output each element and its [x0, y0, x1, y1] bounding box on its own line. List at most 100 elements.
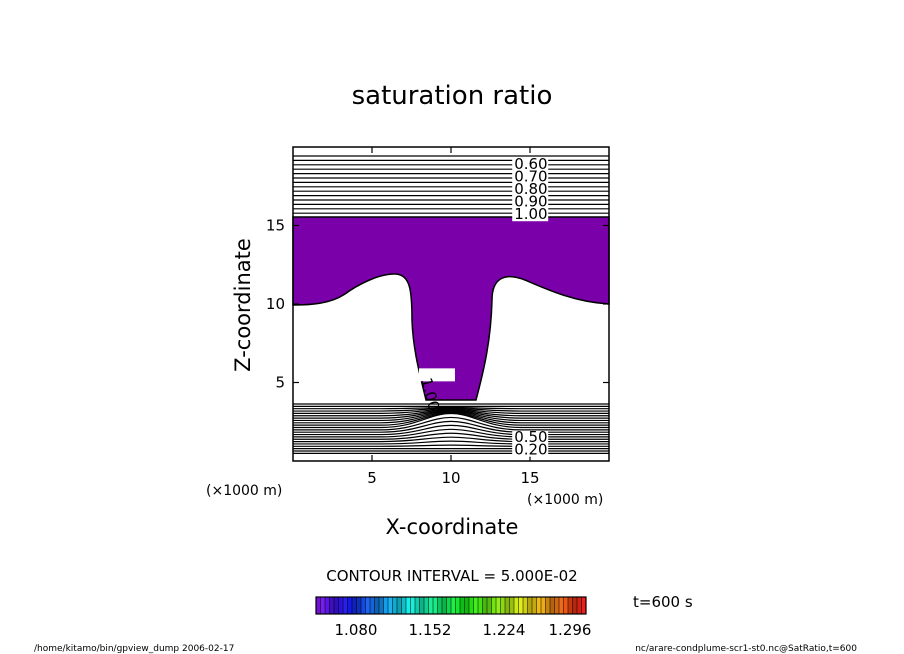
lower-contour-line: [293, 408, 609, 414]
contour-interval: CONTOUR INTERVAL = 5.000E-02: [326, 567, 577, 585]
color-bar-cell: [451, 597, 456, 614]
contour-label-bg: [512, 157, 549, 171]
color-bar-cell: [388, 597, 393, 614]
contour-label-2: 0.80: [514, 180, 547, 198]
upper-contour-lines: [293, 155, 609, 214]
color-bar-cell: [460, 597, 465, 614]
x-unit-label: (×1000 m): [527, 492, 603, 508]
color-bar-cell: [478, 597, 483, 614]
color-bar-cell: [487, 597, 492, 614]
color-bar-cell: [545, 597, 551, 614]
color-bar-cell: [563, 597, 569, 614]
color-bar-cell: [419, 597, 425, 614]
contour-label-4: 1.00: [514, 205, 547, 223]
color-bar-tick-0: 1.080: [335, 621, 378, 639]
lower-contour-line: [293, 409, 609, 419]
lower-contour-line: [293, 436, 609, 443]
color-bar-cell: [437, 597, 443, 614]
color-bar-cell: [424, 597, 429, 614]
color-bar-cell: [329, 597, 335, 614]
footer-left: /home/kitamo/bin/gpview_dump 2006-02-17: [34, 644, 234, 654]
color-bar-cell: [496, 597, 501, 614]
color-bar-cell: [356, 597, 362, 614]
lower-contour-line: [293, 432, 609, 440]
color-bar-tick-3: 1.296: [549, 621, 592, 639]
color-bar-cell: [361, 597, 366, 614]
color-bar-cell: [316, 597, 321, 614]
color-bar-tick-2: 1.224: [483, 621, 526, 639]
contour-label-bg: [512, 208, 549, 222]
color-bar-cell: [541, 597, 546, 614]
color-bar-cell: [397, 597, 402, 614]
color-bar-cell: [410, 597, 416, 614]
x-axis-title: X-coordinate: [386, 515, 519, 539]
color-bar-cell: [338, 597, 344, 614]
lower-contour-line: [293, 424, 609, 436]
color-bar-cell: [433, 597, 438, 614]
color-bar-cell: [527, 597, 533, 614]
lower-contour-line: [293, 440, 609, 445]
color-bar-cell: [455, 597, 461, 614]
color-bar-cell: [352, 597, 357, 614]
color-bar-cell: [464, 597, 470, 614]
y-axis-title: Z-coordinate: [231, 238, 255, 372]
color-bar: [315, 597, 587, 614]
contour-label-0: 0.60: [514, 155, 547, 173]
color-bar-cell: [536, 597, 542, 614]
lower-contour-line: [293, 420, 609, 433]
lower-contour-line: [293, 416, 609, 431]
contour-labels: 0.600.700.800.901.001.000.500.20: [417, 155, 549, 459]
color-bar-frame: [315, 596, 587, 615]
color-bar-cell: [365, 597, 371, 614]
lower-contour-line: [293, 411, 609, 424]
color-bar-cell: [572, 597, 578, 614]
color-bar-cell: [482, 597, 488, 614]
color-bar-cell: [428, 597, 434, 614]
color-bar-cell: [401, 597, 407, 614]
contour-label-bg: [512, 170, 549, 184]
color-bar-cell: [320, 597, 326, 614]
color-bar-cell: [406, 597, 411, 614]
color-bar-cell: [523, 597, 528, 614]
footer-right: nc/arare-condplume-scr1-st0.nc@SatRatio,…: [635, 644, 857, 654]
y-unit-label: (×1000 m): [206, 483, 282, 499]
x-tick-label-2: 15: [520, 469, 539, 487]
color-bar-cell: [392, 597, 398, 614]
contour-label-bg: [512, 195, 549, 209]
color-bar-cell: [383, 597, 389, 614]
color-bar-tick-labels: 1.080 1.152 1.224 1.296: [335, 621, 592, 639]
color-bar-cell: [415, 597, 420, 614]
color-bar-cell: [577, 597, 582, 614]
color-bar-cell: [446, 597, 452, 614]
color-bar-cell: [491, 597, 497, 614]
contour-label-bg: [512, 431, 549, 445]
color-bar-cell: [532, 597, 537, 614]
contour-label-bg: [418, 368, 455, 382]
color-bar-cell: [559, 597, 564, 614]
color-bar-cell: [469, 597, 474, 614]
contour-label-6: 0.50: [514, 428, 547, 446]
y-tick-label-1: 10: [266, 295, 285, 313]
color-bar-cell: [518, 597, 524, 614]
lower-contour-line: [293, 406, 609, 410]
contour-label-1: 0.70: [514, 168, 547, 186]
x-tick-label-1: 10: [441, 469, 460, 487]
lower-contour-line: [293, 412, 609, 429]
contour-label-bg: [512, 183, 549, 197]
color-bar-cell: [379, 597, 384, 614]
supersaturated-region-fill: [292, 216, 610, 401]
lower-contour-line: [293, 410, 609, 422]
color-bar-cell: [509, 597, 515, 614]
color-bar-cell: [370, 597, 375, 614]
color-bar-cell: [514, 597, 519, 614]
lower-contour-lines: [293, 403, 609, 454]
lower-contour-line: [293, 409, 609, 417]
chart-title: saturation ratio: [352, 81, 553, 111]
color-bar-cell: [374, 597, 380, 614]
color-bar-cell: [568, 597, 573, 614]
lower-contour-line: [293, 444, 609, 447]
lower-contour-line: [293, 412, 609, 426]
color-bar-cell: [325, 597, 330, 614]
y-tick-label-2: 15: [266, 217, 285, 235]
color-bar-cell: [343, 597, 348, 614]
